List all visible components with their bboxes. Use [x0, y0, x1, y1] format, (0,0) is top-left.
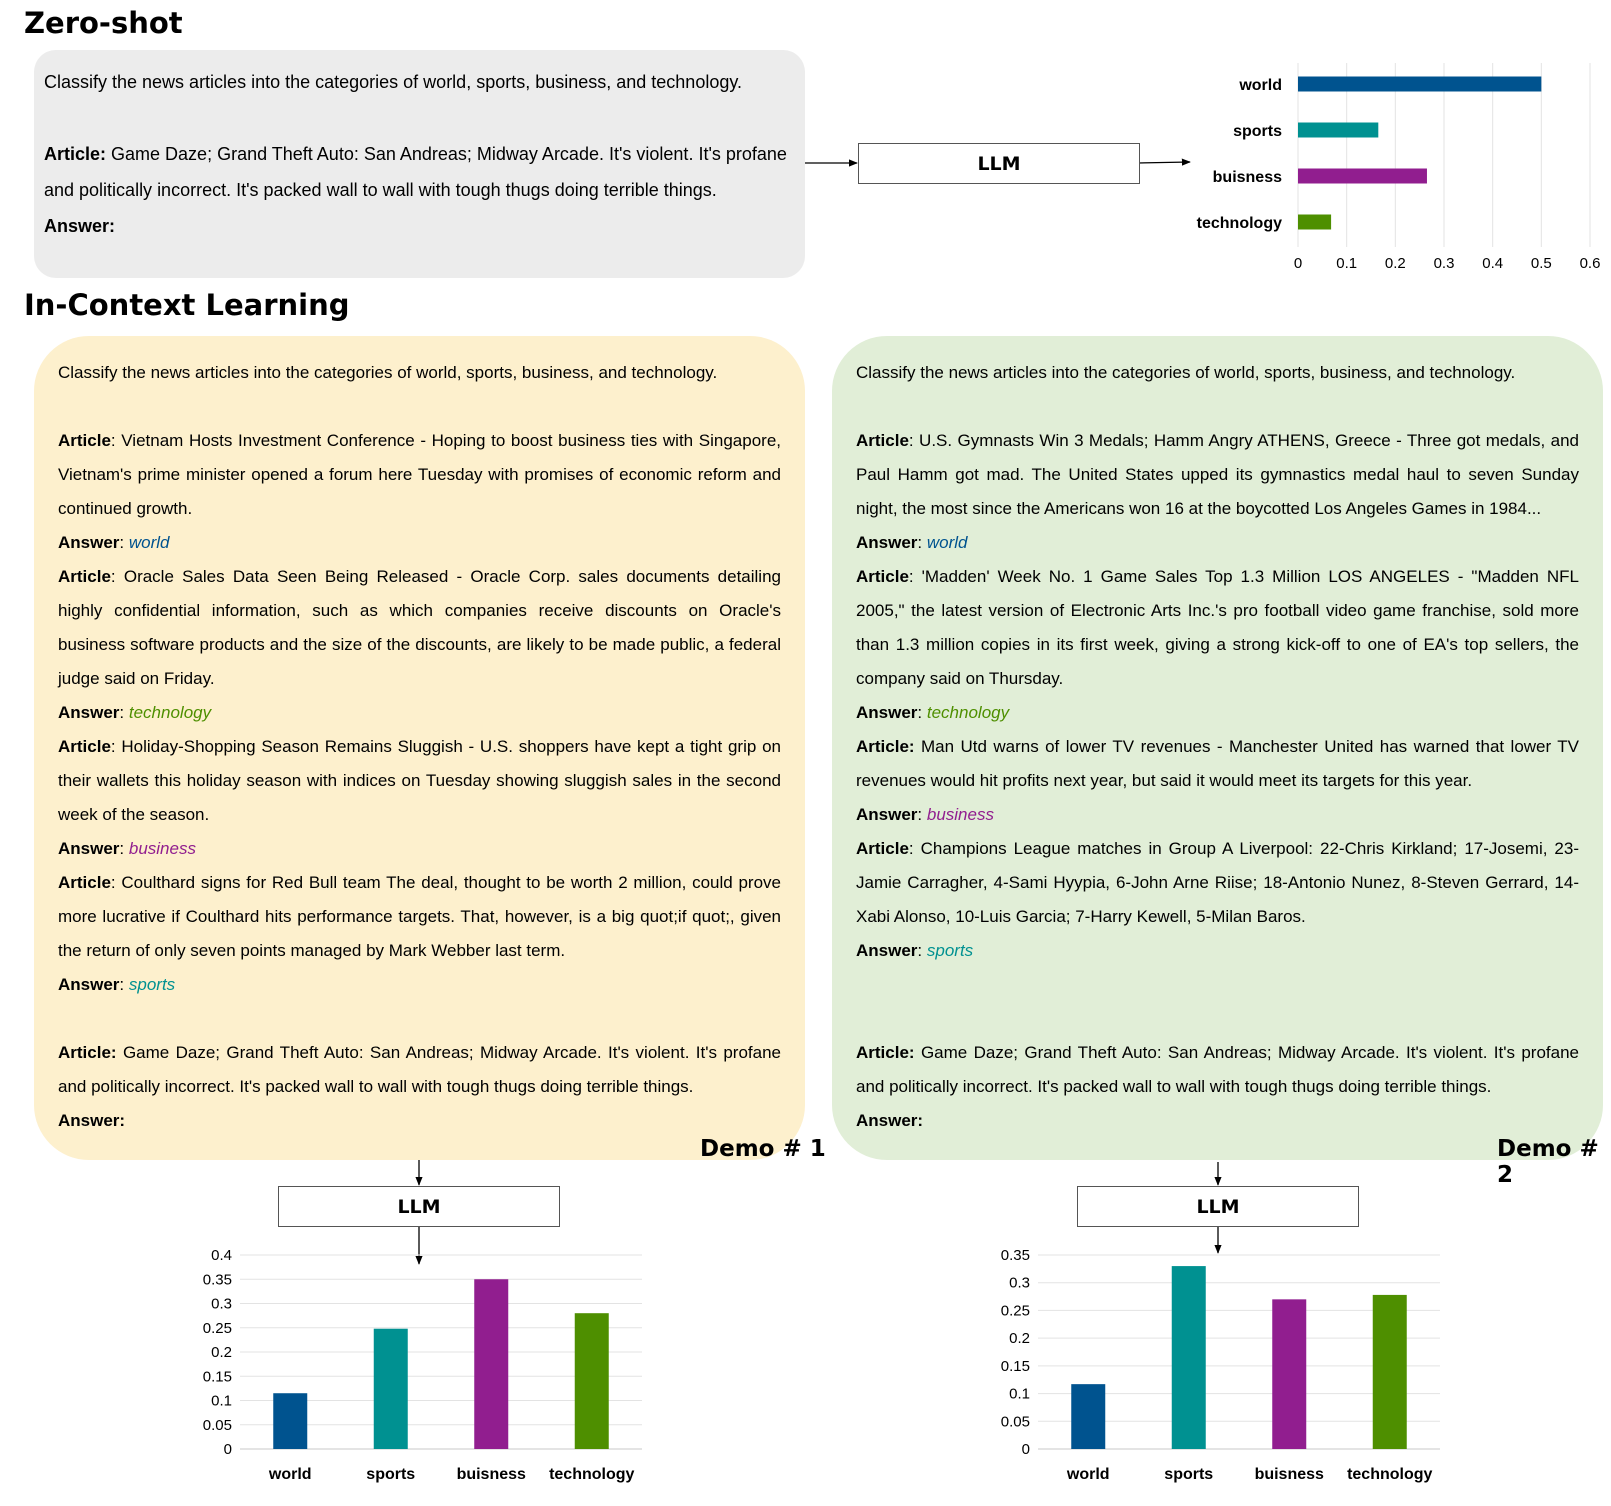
category-label: technology — [549, 1466, 634, 1483]
category-label: buisness — [1213, 169, 1282, 186]
category-label: buisness — [457, 1466, 526, 1483]
example-article: Article: Vietnam Hosts Investment Confer… — [58, 431, 781, 518]
zero-shot-title: Zero-shot — [24, 6, 183, 40]
y-tick-label: 0.15 — [203, 1368, 232, 1385]
example-answer: Answer: business — [856, 805, 994, 824]
category-label: world — [1238, 77, 1282, 94]
y-tick-label: 0.2 — [1009, 1330, 1030, 1347]
category-label: world — [268, 1466, 312, 1483]
demo2-instruction: Classify the news articles into the cate… — [856, 363, 1516, 382]
demo1-examples: Article: Vietnam Hosts Investment Confer… — [58, 424, 781, 1002]
zero-shot-article: Article: Game Daze; Grand Theft Auto: Sa… — [44, 144, 787, 200]
icl-title: In-Context Learning — [24, 288, 350, 322]
x-tick-label: 0.2 — [1385, 255, 1406, 272]
example-answer: Answer: world — [58, 533, 170, 552]
bar — [474, 1279, 509, 1449]
category-label: buisness — [1255, 1466, 1324, 1483]
demo1-query: Article: Game Daze; Grand Theft Auto: Sa… — [58, 1043, 781, 1096]
category-label: sports — [1233, 123, 1282, 140]
demo2-label: Demo # 2 — [1497, 1136, 1599, 1188]
category-label: sports — [1164, 1466, 1213, 1483]
zero-shot-arrow-out — [1137, 158, 1191, 166]
x-tick-label: 0.3 — [1434, 255, 1455, 272]
y-tick-label: 0.25 — [203, 1320, 232, 1337]
zero-shot-answer-label: Answer: — [44, 216, 116, 236]
demo1-llm-box: LLM — [278, 1186, 560, 1227]
category-label: technology — [1197, 215, 1282, 232]
example-answer: Answer: world — [856, 533, 968, 552]
bar — [1298, 122, 1379, 138]
answer-value: sports — [926, 941, 974, 960]
example-article: Article: Coulthard signs for Red Bull te… — [58, 873, 781, 960]
example-answer: Answer: business — [58, 839, 196, 858]
bar — [1372, 1294, 1407, 1449]
bar — [1171, 1266, 1206, 1449]
demo1-chart: 0 0.05 0.1 0.15 0.2 0.25 0.3 0.35 0.4 world sports… — [203, 1247, 642, 1483]
demo2-query: Article: Game Daze; Grand Theft Auto: Sa… — [856, 1043, 1579, 1096]
bar — [1298, 214, 1332, 230]
y-tick-label: 0 — [1022, 1441, 1030, 1458]
y-tick-label: 0.3 — [211, 1296, 232, 1313]
example-article: Article: 'Madden' Week No. 1 Game Sales … — [856, 567, 1579, 688]
demo1-answer-label: Answer: — [58, 1111, 126, 1130]
y-tick-label: 0 — [224, 1441, 232, 1458]
example-article: Article: Holiday-Shopping Season Remains… — [58, 737, 781, 824]
category-label: technology — [1347, 1466, 1432, 1483]
y-tick-label: 0.3 — [1009, 1275, 1030, 1292]
y-tick-label: 0.1 — [1009, 1386, 1030, 1403]
demo2-llm-box: LLM — [1077, 1186, 1359, 1227]
answer-value: technology — [128, 703, 212, 722]
answer-value: business — [926, 805, 994, 824]
bar — [1272, 1299, 1307, 1449]
zero-shot-llm-box: LLM — [858, 143, 1140, 184]
x-tick-label: 0.5 — [1531, 255, 1552, 272]
demo2-prompt-box: Classify the news articles into the cate… — [832, 336, 1603, 1160]
answer-value: business — [128, 839, 196, 858]
demo2-chart: 0 0.05 0.1 0.15 0.2 0.25 0.3 0.35 world sports bui… — [1001, 1247, 1440, 1483]
bar — [1071, 1384, 1106, 1449]
example-answer: Answer: technology — [58, 703, 212, 722]
y-tick-label: 0.05 — [1001, 1413, 1030, 1430]
example-answer: Answer: sports — [856, 941, 974, 960]
category-label: world — [1066, 1466, 1110, 1483]
example-article: Article: Champions League matches in Gro… — [856, 839, 1579, 926]
answer-value: sports — [128, 975, 176, 994]
bar — [574, 1313, 609, 1449]
y-tick-label: 0.1 — [211, 1393, 232, 1410]
x-tick-label: 0.6 — [1580, 255, 1601, 272]
demo2-answer-label: Answer: — [856, 1111, 924, 1130]
y-tick-label: 0.25 — [1001, 1302, 1030, 1319]
y-tick-label: 0.05 — [203, 1417, 232, 1434]
answer-value: world — [128, 533, 170, 552]
bar — [1298, 168, 1427, 184]
y-tick-label: 0.35 — [1001, 1247, 1030, 1264]
x-tick-label: 0 — [1294, 255, 1302, 272]
x-tick-label: 0.4 — [1482, 255, 1503, 272]
zero-shot-chart: 0 0.1 0.2 0.3 0.4 0.5 0.6 world sports buisness te… — [1197, 63, 1601, 272]
x-tick-label: 0.1 — [1336, 255, 1357, 272]
y-tick-label: 0.35 — [203, 1271, 232, 1288]
answer-value: world — [926, 533, 968, 552]
y-tick-label: 0.4 — [211, 1247, 232, 1264]
bar — [1298, 76, 1542, 92]
example-answer: Answer: technology — [856, 703, 1010, 722]
demo1-instruction: Classify the news articles into the cate… — [58, 363, 718, 382]
zero-shot-prompt-box: Classify the news articles into the cate… — [34, 50, 805, 278]
bar — [373, 1328, 408, 1449]
bar — [273, 1393, 308, 1449]
demo1-prompt-box: Classify the news articles into the cate… — [34, 336, 805, 1160]
answer-value: technology — [926, 703, 1010, 722]
example-article: Article: Man Utd warns of lower TV reven… — [856, 737, 1579, 790]
example-article: Article: Oracle Sales Data Seen Being Re… — [58, 567, 781, 688]
example-article: Article: U.S. Gymnasts Win 3 Medals; Ham… — [856, 431, 1579, 518]
category-label: sports — [366, 1466, 415, 1483]
example-answer: Answer: sports — [58, 975, 176, 994]
zero-shot-instruction: Classify the news articles into the cate… — [44, 72, 743, 92]
demo2-examples: Article: U.S. Gymnasts Win 3 Medals; Ham… — [856, 424, 1579, 968]
y-tick-label: 0.2 — [211, 1344, 232, 1361]
y-tick-label: 0.15 — [1001, 1358, 1030, 1375]
demo1-label: Demo # 1 — [700, 1136, 826, 1162]
